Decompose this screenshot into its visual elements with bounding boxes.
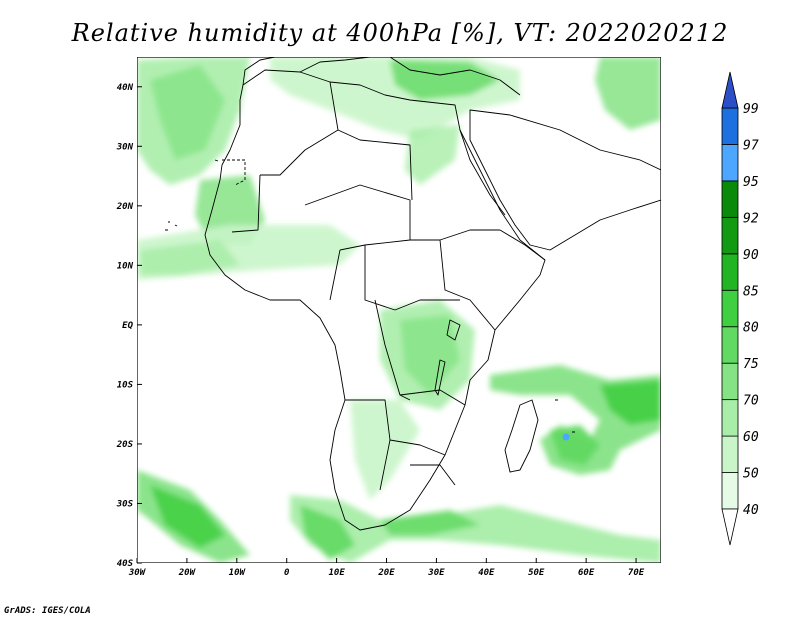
colorbar-box [721,216,739,255]
colorbar-label: 99 [743,102,759,117]
x-tick-label: 40E [478,568,495,578]
colorbar-label: 95 [743,175,759,190]
colorbar-box [721,435,739,473]
y-tick-label: 30N [116,142,134,152]
y-tick-label: 40N [117,83,134,93]
colorbar-label: 85 [743,284,759,299]
grads-credit: GrADS: IGES/COLA [4,606,91,616]
colorbar-label: 70 [743,394,759,409]
x-tick-label: 70E [628,568,645,578]
y-tick-label: 10N [117,261,134,271]
colorbar-label: 40 [743,503,759,518]
colorbar: 40 50 60 70 75 80 85 90 92 95 97 99 [721,71,759,546]
map-title: Relative humidity at 400hPa [%], VT: 202… [71,19,729,47]
colorbar-label: 90 [743,248,759,263]
x-tick-label: 60E [578,568,595,578]
x-tick-label: 0 [284,568,290,578]
map-area [137,57,661,563]
cyclone-core-marker [562,433,570,441]
y-tick-label: 20S [116,440,134,450]
colorbar-label: 75 [743,357,759,372]
y-tick-label: EQ [122,321,133,331]
x-tick-label: 10E [328,568,345,578]
colorbar-label: 60 [743,430,759,445]
coastlines-and-borders [165,57,661,531]
x-tick-label: 20E [377,568,395,578]
y-tick-label: 20N [116,202,134,212]
y-tick-label: 30S [116,499,134,509]
colorbar-label: 97 [743,138,759,153]
colorbar-label: 92 [743,211,759,226]
y-tick-label: 10S [117,380,134,390]
colorbar-box [721,180,739,218]
colorbar-box [721,289,739,328]
y-tick-label: 40S [117,559,134,569]
colorbar-label: 80 [743,321,759,336]
colorbar-box [721,472,739,510]
humidity-shading [137,57,661,563]
x-tick-label: 20W [178,568,197,578]
colorbar-min-arrow [721,508,739,546]
x-tick-label: 50E [528,568,545,578]
colorbar-box [721,399,739,437]
colorbar-box [721,326,739,364]
colorbar-max-arrow [721,71,739,109]
y-axis-ticks: 40S 30S 20S 10S EQ 10N 20N 30N 40N [116,83,142,569]
colorbar-box [721,107,739,145]
colorbar-box [721,144,739,182]
x-tick-label: 30W [128,568,147,578]
x-tick-label: 10W [229,568,247,578]
colorbar-label: 50 [743,467,759,482]
x-tick-label: 30E [427,568,445,578]
x-axis-ticks: 30W 20W 10W 0 10E 20E 30E 40E 50E 60E 70E [128,558,645,578]
colorbar-box [721,253,739,291]
colorbar-box [721,362,739,401]
